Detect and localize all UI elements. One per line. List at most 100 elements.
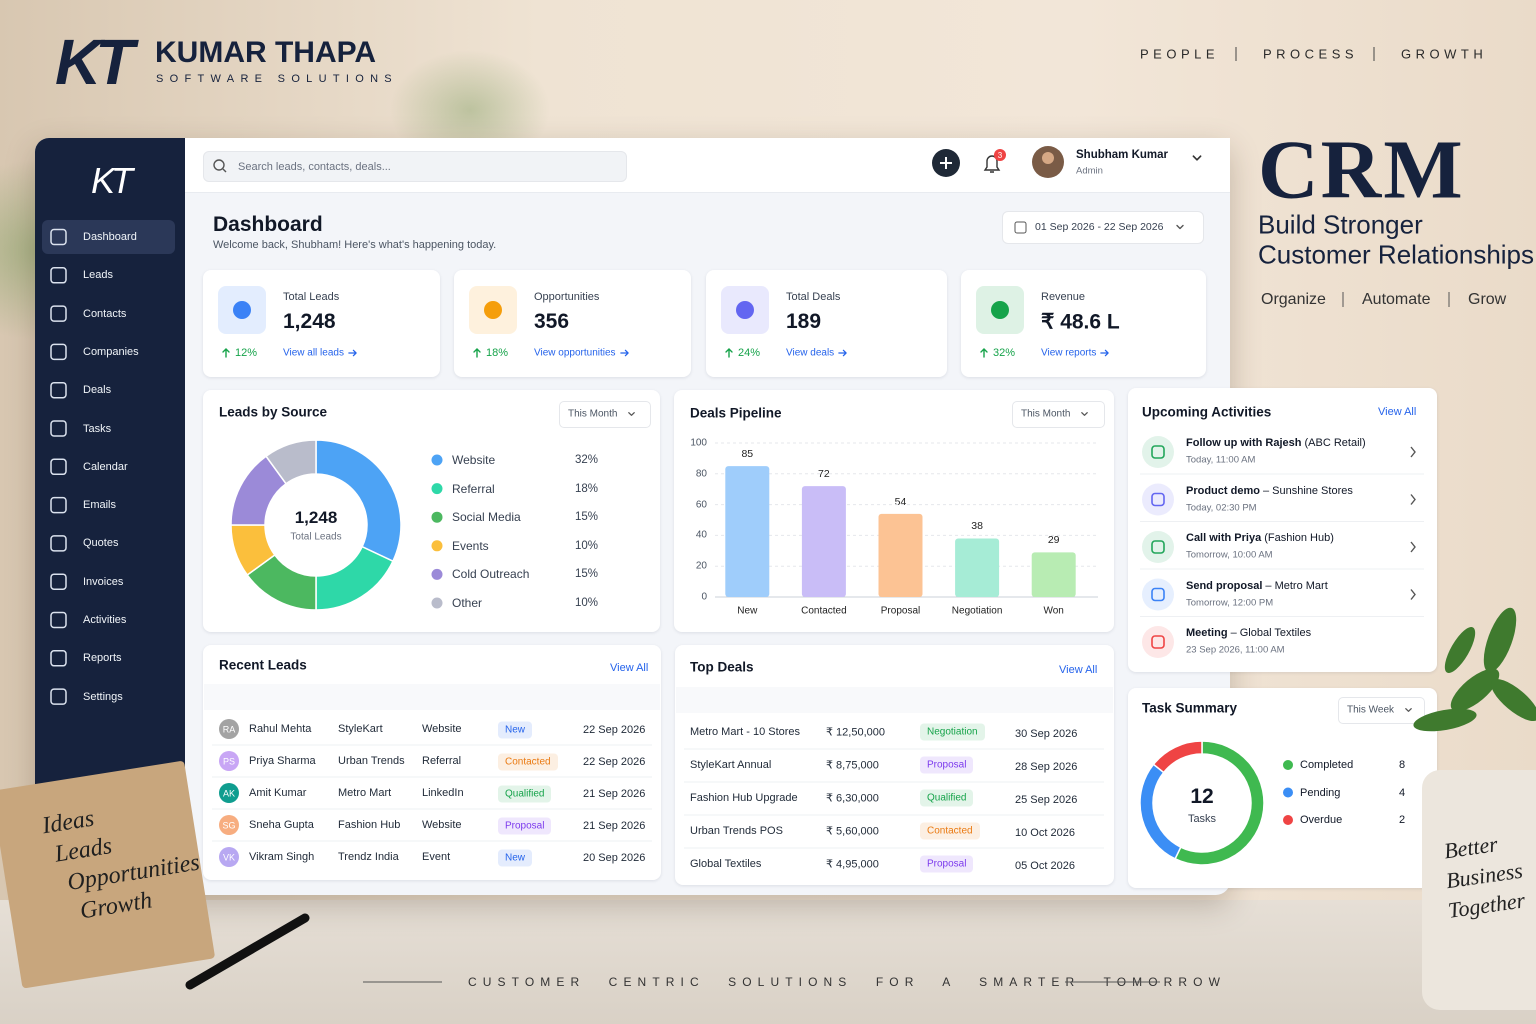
up-icon <box>222 348 230 358</box>
status-pill: Contacted <box>498 753 558 771</box>
user-name[interactable]: Shubham Kumar <box>1076 149 1169 161</box>
kpi-change: 24% <box>724 347 760 359</box>
nav-item[interactable]: Deals <box>83 384 112 397</box>
lead-date: 22 Sep 2026 <box>583 724 646 736</box>
nav-item[interactable]: Emails <box>83 499 117 512</box>
view-all-link[interactable]: View All <box>1059 664 1098 676</box>
lead-company: Metro Mart <box>338 787 392 799</box>
legend-value: 10% <box>575 539 599 552</box>
user-menu[interactable] <box>1191 152 1203 164</box>
deal-name[interactable]: Metro Mart - 10 Stores <box>690 726 801 738</box>
nav-item[interactable]: Reports <box>83 652 122 665</box>
nav-item[interactable]: Calendar <box>83 460 128 473</box>
legend-label: Completed <box>1300 759 1354 771</box>
lead-name[interactable]: Vikram Singh <box>249 851 315 863</box>
lead-source: Event <box>422 851 451 863</box>
kpi-value: 1,248 <box>283 310 336 333</box>
deal-value: ₹ 4,95,000 <box>826 858 879 871</box>
status-pill: Qualified <box>920 789 974 807</box>
plant-leaf <box>1490 678 1536 722</box>
view-all-link[interactable]: View All <box>610 662 649 674</box>
hero-title: CRM <box>1258 123 1465 217</box>
view-all-link[interactable]: View All <box>1378 406 1417 418</box>
plant-pot <box>1422 770 1536 1010</box>
activity-detail: (ABC Retail) <box>1304 437 1366 449</box>
deal-close: 28 Sep 2026 <box>1015 761 1078 773</box>
legend-label: Cold Outreach <box>452 567 530 582</box>
lead-name[interactable]: Amit Kumar <box>249 787 307 799</box>
table-header: Company <box>338 691 381 703</box>
nav-item[interactable]: Invoices <box>83 575 124 588</box>
activity-title[interactable]: Call with Priya (Fashion Hub) <box>1186 532 1334 544</box>
activity-time: Tomorrow, 10:00 AM <box>1186 549 1273 561</box>
pot-text: Business <box>1444 858 1524 893</box>
filter-box[interactable] <box>559 401 651 428</box>
lead-name[interactable]: Sneha Gupta <box>249 819 314 831</box>
status-pill: New <box>498 721 533 739</box>
search-placeholder[interactable]: Search leads, contacts, deals... <box>238 161 391 173</box>
nav-item[interactable]: Tasks <box>83 422 112 435</box>
deal-close: 05 Oct 2026 <box>1015 860 1075 872</box>
activity-title[interactable]: Send proposal – Metro Mart <box>1186 580 1328 592</box>
card-title: Recent Leads <box>219 657 307 673</box>
footer-tagline: CUSTOMER CENTRIC SOLUTIONS FOR A SMARTER… <box>468 975 1227 989</box>
date-range[interactable] <box>1002 211 1204 244</box>
filter[interactable]: This Week <box>1347 704 1413 715</box>
activity-detail: – Metro Mart <box>1265 579 1328 592</box>
deal-close: 30 Sep 2026 <box>1015 728 1078 740</box>
bar-value-label: 72 <box>818 468 830 481</box>
kpi-link[interactable]: View reports <box>1041 348 1110 359</box>
down-icon <box>1081 411 1089 416</box>
nav-item[interactable]: Contacts <box>83 307 127 320</box>
nav-item[interactable]: Companies <box>83 345 139 358</box>
legend-label: Other <box>452 596 483 610</box>
lead-source: Referral <box>422 755 462 767</box>
status-pill: Proposal <box>920 855 974 873</box>
card-title: Task Summary <box>1142 700 1238 716</box>
legend-value: 32% <box>575 454 599 466</box>
deal-name[interactable]: StyleKart Annual <box>690 759 772 771</box>
table-header: Stage <box>920 694 947 706</box>
brand-logo: KT <box>55 26 134 98</box>
filter-box[interactable] <box>1338 697 1425 724</box>
kpi-label: Revenue <box>1041 291 1086 303</box>
card-title: Deals Pipeline <box>690 405 782 421</box>
donut-center-label: Total Leads <box>290 531 342 543</box>
lead-name[interactable]: Priya Sharma <box>249 755 316 767</box>
x-tick-label: New <box>737 605 758 617</box>
status-pill: Contacted <box>920 822 980 840</box>
filter[interactable]: This Month <box>1021 408 1089 419</box>
nav-item[interactable]: Settings <box>83 690 123 703</box>
date-range-text[interactable]: 01 Sep 2026 - 22 Sep 2026 <box>1035 221 1185 233</box>
legend-label: Social Media <box>452 510 521 525</box>
right-icon <box>1100 349 1110 357</box>
nav-item[interactable]: Activities <box>83 614 127 626</box>
activity-name: Meeting <box>1186 627 1228 639</box>
lead-source: Website <box>422 723 462 735</box>
activity-title[interactable]: Meeting – Global Textiles <box>1186 627 1311 639</box>
nav-item[interactable]: Quotes <box>83 537 119 550</box>
lead-name[interactable]: Rahul Mehta <box>249 723 312 735</box>
deal-close: 10 Oct 2026 <box>1015 827 1075 839</box>
activity-title[interactable]: Follow up with Rajesh (ABC Retail) <box>1186 437 1366 449</box>
user-role: Admin <box>1076 165 1103 177</box>
nav-item[interactable]: Dashboard <box>83 231 137 243</box>
deal-name[interactable]: Global Textiles <box>690 858 762 870</box>
search-box[interactable] <box>203 151 627 182</box>
kpi-link[interactable]: View opportunities <box>534 348 629 359</box>
status-pill: Proposal <box>498 817 552 835</box>
donut-center-label: Tasks <box>1187 813 1217 825</box>
legend-label: Overdue <box>1300 814 1343 826</box>
kpi-link[interactable]: View all leads <box>283 348 357 359</box>
kpi-card <box>706 270 947 377</box>
deal-name[interactable]: Urban Trends POS <box>690 825 783 837</box>
activity-title[interactable]: Product demo – Sunshine Stores <box>1186 485 1353 497</box>
table-header: Name <box>218 691 245 703</box>
y-tick-label: 20 <box>695 560 707 572</box>
filter-box[interactable] <box>1012 401 1105 428</box>
filter[interactable]: This Month <box>568 408 636 419</box>
nav-item[interactable]: Leads <box>83 269 113 282</box>
deal-name[interactable]: Fashion Hub Upgrade <box>690 792 798 804</box>
bar-value-label: 29 <box>1047 534 1060 547</box>
kpi-link[interactable]: View deals <box>786 348 847 359</box>
